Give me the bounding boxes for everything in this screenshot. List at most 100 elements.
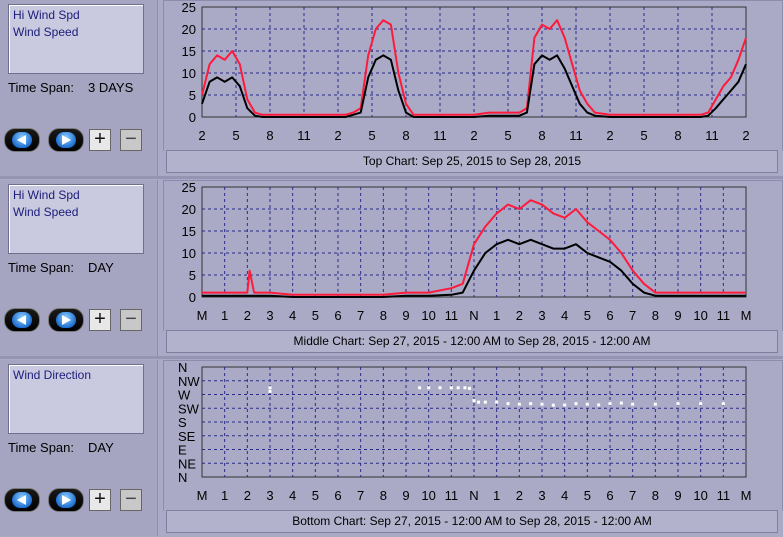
next-button[interactable] [48, 128, 84, 152]
x-tick-label: M [197, 488, 208, 503]
zoom-out-button[interactable]: − [120, 309, 142, 331]
x-tick-label: 11 [717, 308, 731, 323]
x-tick-label: 8 [380, 308, 387, 323]
direction-point [268, 386, 272, 390]
y-tick-label: 0 [189, 290, 196, 305]
direction-point [449, 386, 453, 390]
prev-button[interactable] [4, 308, 40, 332]
direction-point [467, 386, 471, 390]
x-tick-label: 1 [221, 488, 228, 503]
direction-point [653, 402, 657, 406]
y-tick-label: SW [178, 401, 200, 416]
x-tick-label: 5 [504, 128, 511, 143]
direction-point [506, 402, 510, 406]
x-tick-label: 1 [221, 308, 228, 323]
x-tick-label: 5 [640, 128, 647, 143]
x-tick-label: 2 [244, 308, 251, 323]
x-tick-label: 5 [368, 128, 375, 143]
direction-point [529, 402, 533, 406]
direction-point [721, 402, 725, 406]
next-button[interactable] [48, 488, 84, 512]
x-tick-label: 5 [584, 308, 591, 323]
x-tick-label: 10 [421, 488, 435, 503]
next-button[interactable] [48, 308, 84, 332]
direction-point [574, 402, 578, 406]
y-tick-label: 25 [182, 181, 196, 195]
x-tick-label: 1 [493, 488, 500, 503]
x-tick-label: 9 [674, 488, 681, 503]
right-arrow-icon [56, 492, 76, 508]
bottom-chart-svg: M 1 2 3 4 5 6 7 8 9 10 11 N 1 2 3 4 5 6 7 8 9 10 11 MNNWWSWSSEEN… [178, 360, 752, 503]
y-tick-label: 20 [182, 202, 196, 217]
x-tick-label: 2 [606, 128, 613, 143]
bottom-chart-caption: Bottom Chart: Sep 27, 2015 - 12:00 AM to… [166, 510, 778, 533]
legend-wind-direction: Wind Direction [13, 368, 92, 382]
direction-point [619, 401, 623, 405]
bottom-legend: Wind Direction [8, 364, 144, 434]
x-tick-label: 7 [357, 488, 364, 503]
top-panel: Hi Wind Spd Wind Speed Time Span: 3 DAYS … [0, 0, 783, 176]
x-tick-label: M [741, 488, 752, 503]
time-span-label: Time Span: [8, 440, 74, 455]
direction-point [597, 403, 601, 407]
x-tick-label: 2 [244, 488, 251, 503]
zoom-in-button[interactable]: + [89, 129, 111, 151]
middle-panel: Hi Wind Spd Wind Speed Time Span: DAY + −… [0, 180, 783, 356]
time-span-value[interactable]: 3 DAYS [88, 80, 134, 95]
top-chart-caption: Top Chart: Sep 25, 2015 to Sep 28, 2015 [166, 150, 778, 173]
x-tick-label: 10 [421, 308, 435, 323]
right-arrow-icon [56, 312, 76, 328]
series-line-hi-wind [202, 199, 746, 296]
direction-point [585, 402, 589, 406]
x-tick-label: 3 [266, 488, 273, 503]
bottom-panel-controls: Wind Direction Time Span: DAY + − [0, 360, 158, 536]
time-span-value[interactable]: DAY [88, 440, 114, 455]
y-tick-label: E [178, 443, 187, 458]
prev-button[interactable] [4, 128, 40, 152]
direction-point [676, 402, 680, 406]
direction-point [699, 402, 703, 406]
direction-point [418, 386, 422, 390]
legend-hi-wind: Hi Wind Spd [13, 8, 80, 22]
x-tick-label: 9 [402, 308, 409, 323]
direction-point [631, 402, 635, 406]
x-tick-label: 11 [433, 128, 447, 143]
x-tick-label: M [197, 308, 208, 323]
left-arrow-icon [12, 492, 32, 508]
x-tick-label: 8 [652, 308, 659, 323]
x-tick-label: 2 [516, 308, 523, 323]
x-tick-label: 7 [629, 488, 636, 503]
time-span-value[interactable]: DAY [88, 260, 114, 275]
zoom-out-button[interactable]: − [120, 489, 142, 511]
y-tick-label: 10 [182, 246, 196, 261]
x-tick-label: 11 [717, 488, 731, 503]
x-tick-label: 5 [584, 488, 591, 503]
direction-point [463, 386, 467, 390]
y-tick-label: 15 [182, 224, 196, 239]
prev-button[interactable] [4, 488, 40, 512]
x-tick-label: 2 [516, 488, 523, 503]
zoom-out-button[interactable]: − [120, 129, 142, 151]
x-tick-label: 2 [470, 128, 477, 143]
x-tick-label: 7 [357, 308, 364, 323]
left-arrow-icon [12, 132, 32, 148]
direction-point [427, 386, 431, 390]
x-tick-label: 8 [538, 128, 545, 143]
x-tick-label: 5 [312, 488, 319, 503]
x-tick-label: 2 [198, 128, 205, 143]
x-tick-label: 11 [705, 128, 719, 143]
direction-point [517, 402, 521, 406]
direction-point [477, 400, 481, 404]
x-tick-label: 5 [232, 128, 239, 143]
x-tick-label: 4 [561, 308, 568, 323]
zoom-in-button[interactable]: + [89, 489, 111, 511]
zoom-in-button[interactable]: + [89, 309, 111, 331]
legend-wind-speed: Wind Speed [13, 25, 79, 39]
x-tick-label: 7 [629, 308, 636, 323]
x-tick-label: 8 [266, 128, 273, 143]
time-span: Time Span: DAY [8, 260, 114, 275]
x-tick-label: N [469, 488, 478, 503]
x-tick-label: 3 [266, 308, 273, 323]
